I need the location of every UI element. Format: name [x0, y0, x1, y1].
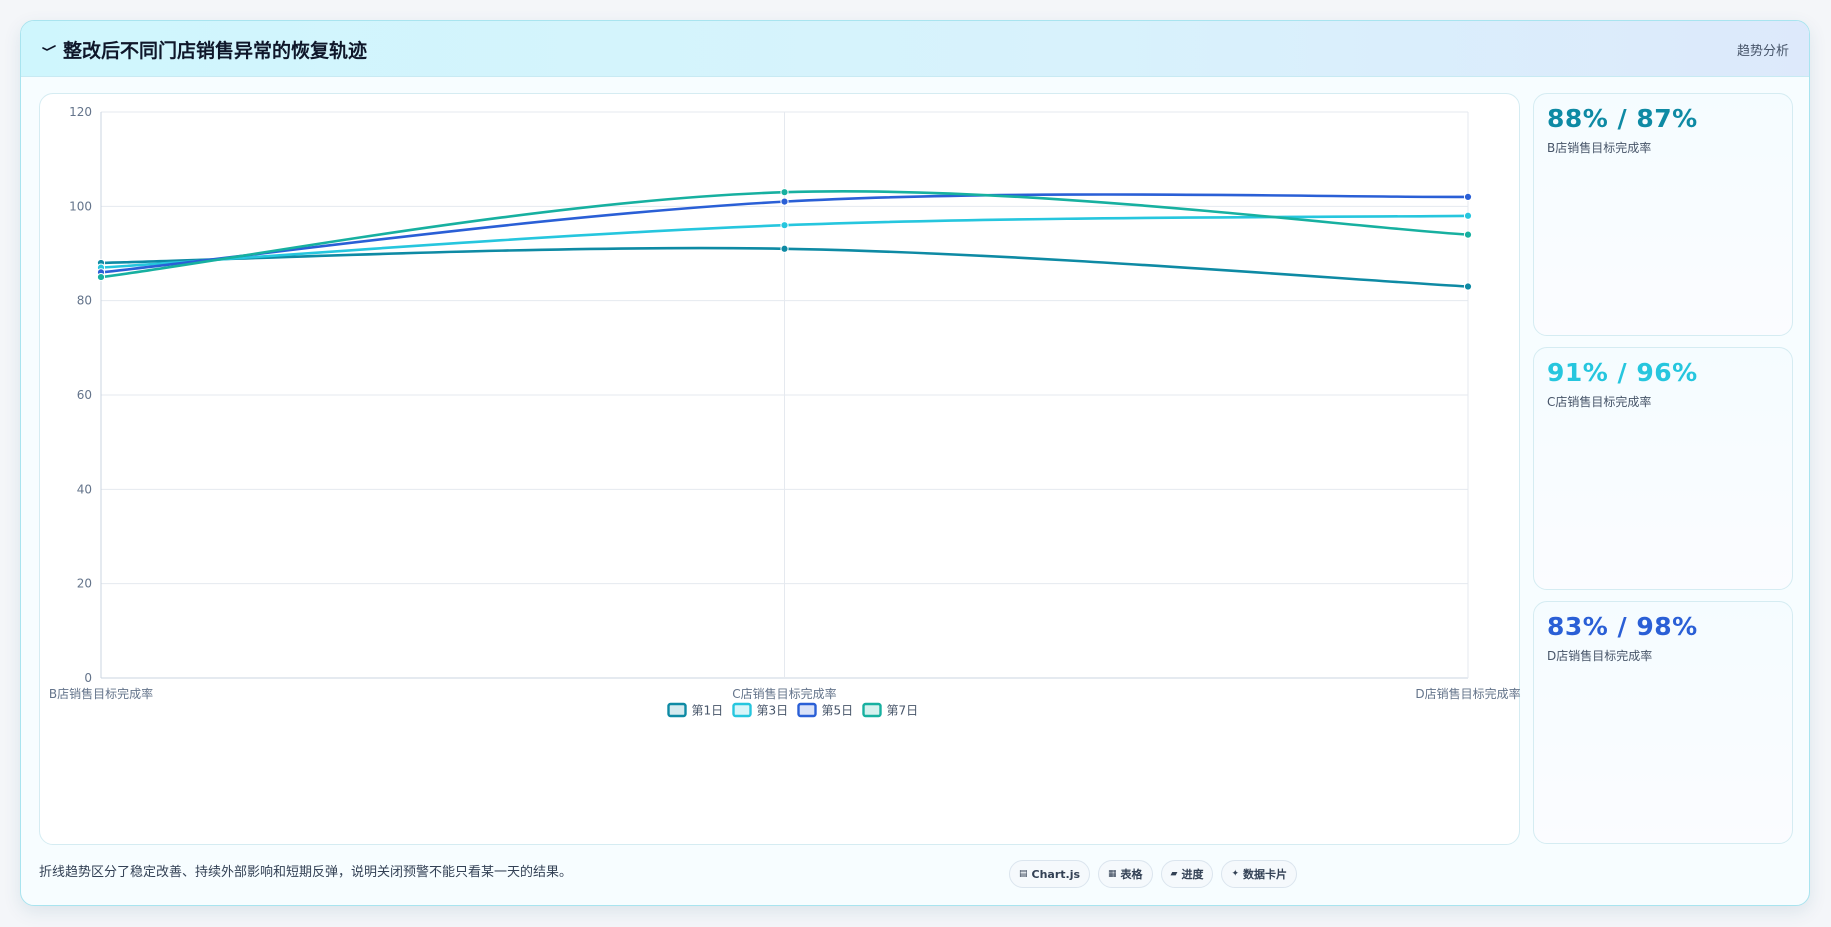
data-point	[96, 272, 106, 282]
stat-card-c: 91% / 96% C店销售目标完成率	[1533, 347, 1793, 590]
table-icon: ▦	[1108, 869, 1117, 879]
page-title: 整改后不同门店销售异常的恢复轨迹	[63, 40, 368, 62]
y-tick-label: 80	[77, 294, 92, 308]
card-header: 整改后不同门店销售异常的恢复轨迹 趋势分析	[21, 21, 1809, 77]
stat-value-b: 88% / 87%	[1547, 104, 1698, 133]
tag-list: ▤ Chart.js ▦ 表格 ▰ 进度 ✦ 数据卡片	[1009, 860, 1298, 888]
y-tick-label: 40	[77, 482, 92, 496]
x-tick-label: B店销售目标完成率	[49, 686, 153, 701]
data-card-icon: ✦	[1231, 869, 1240, 879]
stat-value-c: 91% / 96%	[1547, 358, 1698, 387]
tag-table[interactable]: ▦ 表格	[1098, 860, 1153, 888]
x-tick-label: C店销售目标完成率	[732, 686, 836, 701]
tag-label: Chart.js	[1031, 867, 1081, 881]
y-tick-label: 20	[77, 577, 92, 591]
data-point	[780, 221, 789, 230]
stat-card-b: 88% / 87% B店销售目标完成率	[1533, 93, 1793, 336]
stat-card-d: 83% / 98% D店销售目标完成率	[1533, 601, 1793, 844]
tag-progress[interactable]: ▰ 进度	[1160, 860, 1214, 888]
tag-data-card[interactable]: ✦ 数据卡片	[1221, 860, 1298, 888]
chart-panel: 0 20 40 60 80 100 120 B店销售目标完成率 C店销售目标完成率 D店销售目标完…	[39, 93, 1521, 845]
stat-label-c: C店销售目标完成率	[1547, 395, 1652, 409]
stat-label-d: D店销售目标完成率	[1547, 649, 1653, 663]
trend-line-icon	[41, 40, 57, 56]
data-point	[780, 244, 789, 253]
tag-chartjs[interactable]: ▤ Chart.js	[1009, 860, 1091, 888]
dashboard-card: 整改后不同门店销售异常的恢复轨迹 趋势分析 0 20 40 60 80 100 120 B店销…	[20, 20, 1810, 906]
data-point	[1463, 192, 1473, 202]
data-point	[1463, 211, 1473, 220]
legend-label: 第3日	[757, 704, 789, 718]
data-point	[1463, 230, 1473, 239]
x-tick-label: D店销售目标完成率	[1415, 686, 1520, 701]
y-tick-label: 0	[84, 671, 92, 685]
y-tick-label: 60	[77, 388, 92, 402]
tag-label: 数据卡片	[1243, 868, 1288, 881]
legend-swatch	[667, 702, 687, 718]
legend-label: 第5日	[822, 704, 854, 718]
header-category-tag: 趋势分析	[1736, 44, 1789, 59]
data-point	[780, 197, 789, 206]
data-point	[1463, 282, 1473, 291]
legend-swatch	[732, 702, 752, 718]
progress-icon: ▰	[1170, 869, 1178, 879]
stat-label-b: B店销售目标完成率	[1547, 141, 1652, 155]
legend-swatch	[862, 702, 882, 718]
y-tick-label: 100	[69, 199, 92, 213]
chart-icon: ▤	[1019, 869, 1028, 879]
data-point	[780, 188, 789, 197]
tag-label: 表格	[1120, 868, 1143, 881]
legend-label: 第1日	[692, 704, 724, 718]
stat-value-d: 83% / 98%	[1547, 612, 1698, 641]
tag-label: 进度	[1181, 868, 1204, 881]
y-tick-label: 120	[69, 105, 92, 119]
legend-label: 第7日	[887, 704, 919, 718]
line-chart: 0 20 40 60 80 100 120 B店销售目标完成率 C店销售目标完成率 D店销售目标完…	[49, 105, 1521, 718]
chart-footnote: 折线趋势区分了稳定改善、持续外部影响和短期反弹，说明关闭预警不能只看某一天的结果…	[39, 865, 573, 880]
legend-swatch	[797, 702, 817, 718]
